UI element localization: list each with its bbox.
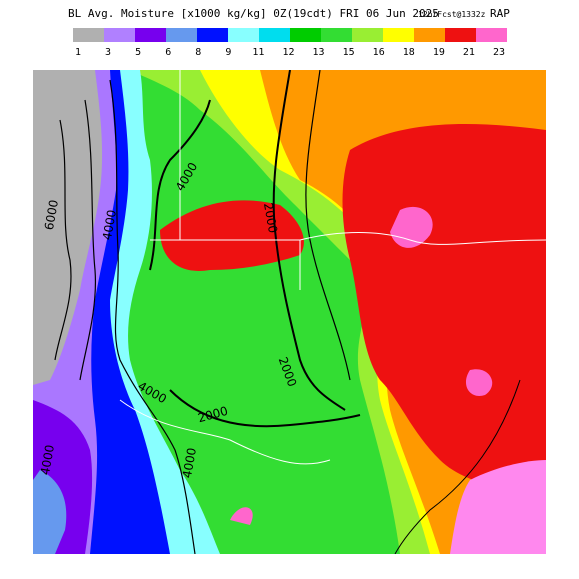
coastline [394,379,521,554]
contour-label: 4000 [38,444,57,477]
field-gray [33,70,103,385]
contour-label: 2000 [261,202,280,235]
contour [149,99,211,271]
colorbar-box [259,28,290,42]
colorbar-label: 15 [343,47,355,58]
colorbar-label: 19 [433,47,445,58]
contour [305,70,351,381]
contour [272,70,346,411]
colorbar-box [414,28,445,42]
title: BL Avg. Moisture [x1000 kg/kg] 0Z(19cdt)… [68,7,439,20]
colorbar-box [352,28,383,42]
colorbar-box [476,28,507,42]
colorbar-label: 9 [225,47,231,58]
colorbar-box [73,28,104,42]
contour [79,99,97,381]
colorbar-box [321,28,352,42]
map: 4000 6000 4000 2000 2000 4000 2000 4000 … [33,70,546,554]
colorbar-box [135,28,166,42]
field-red [342,124,546,501]
colorbar-label: 8 [195,47,201,58]
contour [109,79,196,554]
colorbar-label: 12 [282,47,294,58]
contour-label: 4000 [100,209,119,242]
colorbar-box [290,28,321,42]
state-border [119,70,546,465]
forecast-label: 12hrFcst@1332z [418,10,486,19]
colorbar-label: 5 [135,47,141,58]
model-label: RAP [490,7,510,20]
field-pink-se [450,460,546,554]
colorbar-label: 18 [403,47,415,58]
colorbar-box [104,28,135,42]
contour [169,389,361,428]
colorbar-box [197,28,228,42]
colorbar-label: 6 [165,47,171,58]
contour-label: 6000 [42,199,61,232]
contour-label: 4000 [180,447,199,480]
colorbar: 1 3 5 6 8 9 11 12 13 15 16 18 19 21 23 [73,28,507,58]
field-red-west [160,200,304,271]
colorbar-box [445,28,476,42]
field-cornflower [33,470,67,554]
colorbar-label: 1 [75,47,81,58]
colorbar-label: 16 [373,47,385,58]
colorbar-label: 23 [493,47,505,58]
colorbar-box [166,28,197,42]
colorbar-box [383,28,414,42]
colorbar-label: 11 [252,47,264,58]
colorbar-label: 13 [313,47,325,58]
contour [54,119,72,361]
colorbar-label: 21 [463,47,475,58]
colorbar-box [228,28,259,42]
colorbar-label: 3 [105,47,111,58]
